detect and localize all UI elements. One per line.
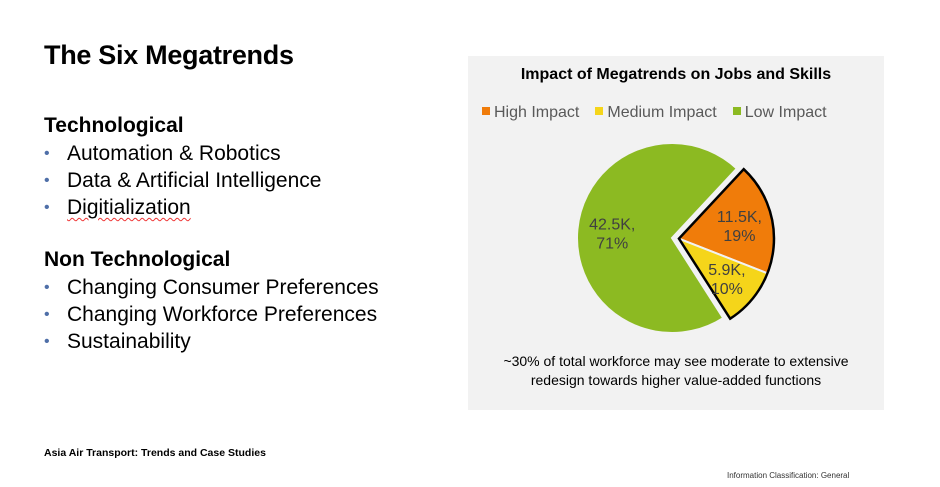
- chart-legend: High Impact Medium Impact Low Impact: [482, 104, 827, 122]
- legend-label: High Impact: [494, 104, 580, 121]
- pie-chart: 11.5K, 19% 5.9K, 10% 42.5K, 71%: [576, 142, 776, 334]
- chart-note: ~30% of total workforce may see moderate…: [468, 352, 884, 390]
- footer-text: Asia Air Transport: Trends and Case Stud…: [44, 447, 266, 459]
- note-line: ~30% of total workforce may see moderate…: [503, 353, 849, 369]
- legend-swatch: [732, 106, 741, 115]
- legend-item-low: Low Impact: [732, 104, 827, 122]
- section-heading-non-technological: Non Technological: [44, 248, 231, 271]
- data-label: 71%: [596, 236, 628, 253]
- section-heading-technological: Technological: [44, 114, 184, 137]
- classification-label: Information Classification: General: [727, 471, 850, 480]
- legend-item-high: High Impact: [482, 104, 579, 122]
- non-technological-list: Changing Consumer Preferences Changing W…: [44, 274, 379, 355]
- list-item: Data & Artificial Intelligence: [44, 167, 321, 194]
- legend-item-medium: Medium Impact: [595, 104, 717, 122]
- list-item: Changing Consumer Preferences: [44, 274, 379, 301]
- data-label: 19%: [723, 228, 755, 245]
- legend-label: Low Impact: [744, 104, 827, 121]
- chart-title: Impact of Megatrends on Jobs and Skills: [520, 66, 832, 83]
- data-label: 11.5K,: [717, 209, 762, 226]
- note-line: redesign towards higher value-added func…: [530, 372, 822, 388]
- data-label: 10%: [711, 281, 743, 298]
- data-label: 5.9K,: [708, 262, 745, 279]
- data-label: 42.5K,: [589, 217, 635, 234]
- list-item: Digitialization: [44, 194, 321, 221]
- legend-swatch: [595, 106, 604, 115]
- pie-slice-low-impact: [576, 142, 739, 334]
- list-item-text: Digitialization: [67, 196, 191, 219]
- legend-swatch: [482, 106, 490, 115]
- list-item: Automation & Robotics: [44, 140, 321, 167]
- list-item: Sustainability: [44, 328, 379, 355]
- slide-title: The Six Megatrends: [44, 40, 294, 70]
- technological-list: Automation & Robotics Data & Artificial …: [44, 140, 321, 221]
- legend-label: Medium Impact: [607, 104, 717, 121]
- list-item: Changing Workforce Preferences: [44, 301, 379, 328]
- chart-panel: Impact of Megatrends on Jobs and Skills …: [468, 56, 884, 410]
- exploded-slices-outline: [677, 167, 776, 321]
